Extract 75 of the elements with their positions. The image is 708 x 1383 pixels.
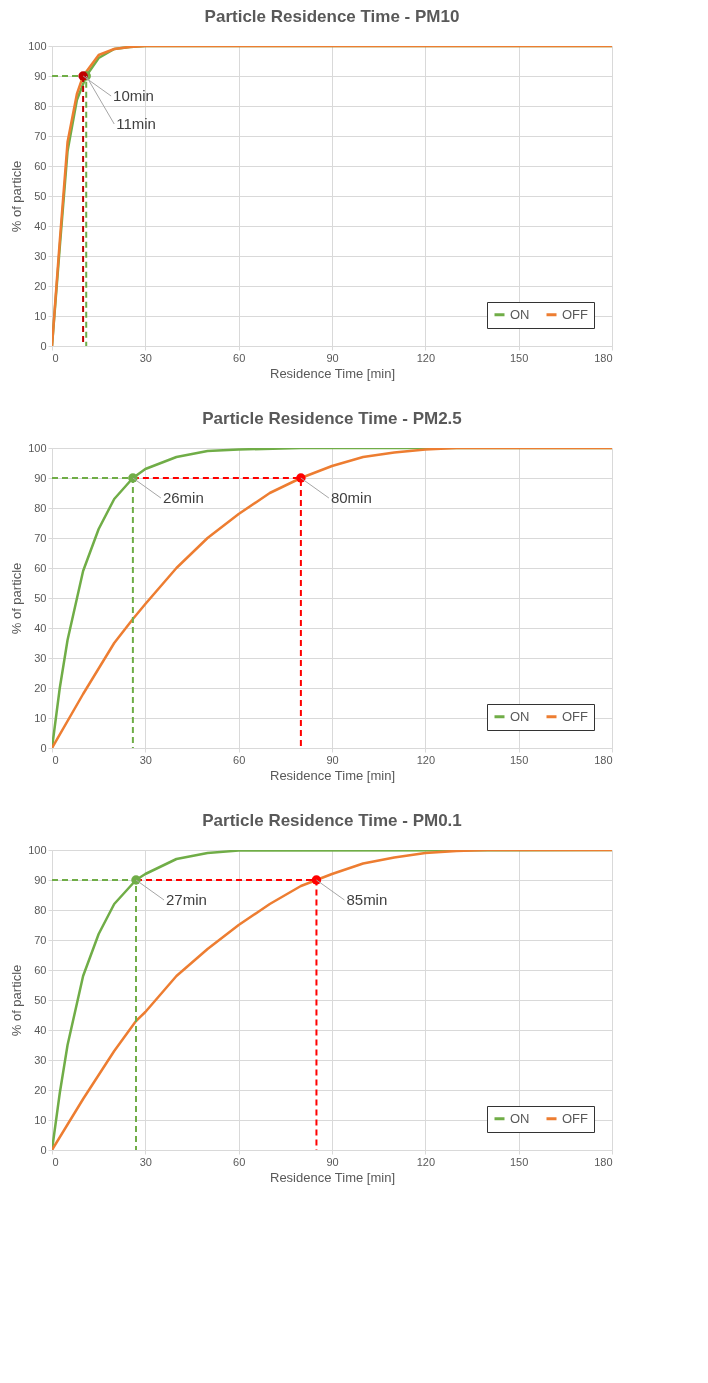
y-tick-label: 70 [34,129,47,142]
x-tick-label: 60 [233,351,246,364]
x-tick-label: 120 [416,351,436,364]
legend-label: ON [510,1110,530,1126]
chart-title: Particle Residence Time - PM0.1 [202,811,462,830]
y-tick-label: 60 [34,159,47,172]
x-tick-label: 60 [233,753,246,766]
y-tick-label: 70 [34,933,47,946]
legend-label: OFF [562,708,589,724]
x-tick-label: 150 [509,1155,529,1168]
y-tick-label: 50 [34,591,47,604]
x-tick-label: 0 [52,1155,59,1168]
y-tick-label: 40 [34,1023,47,1036]
y-tick-label: 40 [34,621,47,634]
annotation: 27min [166,891,207,908]
y-tick-label: 100 [28,843,47,856]
x-tick-label: 90 [326,753,339,766]
y-tick-label: 30 [34,1053,47,1066]
x-tick-label: 30 [139,351,152,364]
y-tick-label: 80 [34,99,47,112]
y-tick-label: 90 [34,873,47,886]
y-tick-label: 0 [40,1143,47,1156]
y-axis-title: % of particle [9,160,25,233]
y-axis-title: % of particle [9,562,25,635]
x-tick-label: 0 [52,753,59,766]
x-tick-label: 120 [416,753,436,766]
y-tick-label: 10 [34,711,47,724]
annotation: 11min [116,115,156,132]
y-tick-label: 90 [34,69,47,82]
x-tick-label: 90 [326,1155,339,1168]
y-tick-label: 60 [34,561,47,574]
x-tick-label: 120 [416,1155,436,1168]
x-tick-label: 0 [52,351,59,364]
legend-label: ON [510,708,530,724]
x-tick-label: 30 [139,753,152,766]
x-tick-label: 180 [594,351,613,364]
y-tick-label: 20 [34,1083,47,1096]
y-tick-label: 10 [34,1113,47,1126]
y-tick-label: 50 [34,189,47,202]
legend-label: OFF [562,306,589,322]
y-tick-label: 60 [34,963,47,976]
y-tick-label: 80 [34,903,47,916]
x-axis-title: Residence Time [min] [270,1169,395,1185]
y-tick-label: 20 [34,279,47,292]
y-tick-label: 100 [28,441,47,454]
y-tick-label: 0 [40,741,47,754]
legend-label: OFF [562,1110,589,1126]
legend-label: ON [510,306,530,322]
y-tick-label: 30 [34,651,47,664]
y-tick-label: 100 [28,39,47,52]
annotation: 26min [162,489,204,506]
y-tick-label: 70 [34,531,47,544]
x-axis-title: Residence Time [min] [270,767,395,783]
x-axis-title: Residence Time [min] [270,365,395,381]
x-tick-label: 150 [509,753,529,766]
y-axis-title: % of particle [9,964,25,1037]
chart-title: Particle Residence Time - PM10 [204,7,460,26]
y-tick-label: 90 [34,471,47,484]
y-tick-label: 0 [40,339,47,352]
annotation: 80min [330,489,372,506]
y-tick-label: 40 [34,219,47,232]
y-tick-label: 30 [34,249,47,262]
y-tick-label: 10 [34,309,47,322]
x-tick-label: 90 [326,351,339,364]
x-tick-label: 60 [233,1155,246,1168]
chart-title: Particle Residence Time - PM2.5 [202,409,462,428]
x-tick-label: 30 [139,1155,152,1168]
x-tick-label: 180 [594,753,613,766]
x-tick-label: 180 [594,1155,613,1168]
y-tick-label: 50 [34,993,47,1006]
annotation: 10min [113,87,154,104]
y-tick-label: 20 [34,681,47,694]
x-tick-label: 150 [509,351,529,364]
y-tick-label: 80 [34,501,47,514]
annotation: 85min [346,891,388,908]
